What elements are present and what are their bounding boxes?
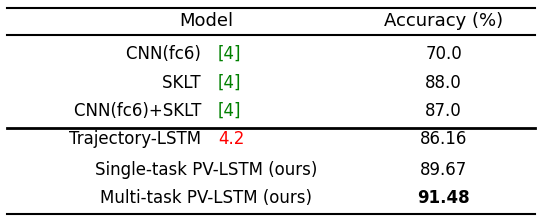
Text: Model: Model <box>179 12 234 30</box>
Text: Accuracy (%): Accuracy (%) <box>384 12 503 30</box>
Text: CNN(fc6)+SKLT: CNN(fc6)+SKLT <box>74 102 207 120</box>
Text: Multi-task PV-LSTM (ours): Multi-task PV-LSTM (ours) <box>100 189 312 207</box>
Text: Trajectory-LSTM: Trajectory-LSTM <box>69 130 207 148</box>
Text: 86.16: 86.16 <box>420 130 467 148</box>
Text: 89.67: 89.67 <box>420 161 467 179</box>
Text: CNN(fc6): CNN(fc6) <box>126 44 207 62</box>
Text: 87.0: 87.0 <box>425 102 462 120</box>
Text: [4]: [4] <box>218 102 242 120</box>
Text: 70.0: 70.0 <box>425 44 462 62</box>
Text: 4.2: 4.2 <box>218 130 244 148</box>
Text: 91.48: 91.48 <box>417 189 470 207</box>
Text: SKLT: SKLT <box>163 74 207 92</box>
Text: Single-task PV-LSTM (ours): Single-task PV-LSTM (ours) <box>95 161 318 179</box>
Text: [4]: [4] <box>218 74 242 92</box>
Text: 88.0: 88.0 <box>425 74 462 92</box>
Text: [4]: [4] <box>218 44 242 62</box>
